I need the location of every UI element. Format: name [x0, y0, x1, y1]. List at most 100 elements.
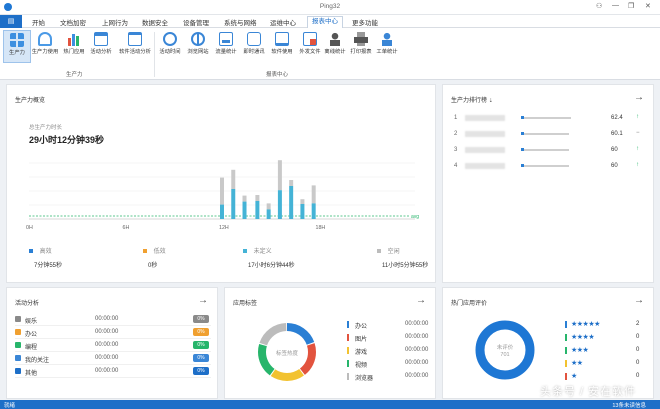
rank-number: 1: [454, 115, 458, 121]
more-arrow-icon[interactable]: →: [634, 92, 644, 103]
ribbon-activity-time-button[interactable]: 活动时间: [156, 30, 184, 55]
score-bar-marker: [521, 132, 524, 135]
tab-data-security[interactable]: 数据安全: [142, 20, 168, 27]
unread-messages-link[interactable]: 13条未读信息: [612, 403, 646, 409]
star-icon: [15, 355, 21, 361]
tag-color-bar: [347, 360, 349, 367]
account-icon[interactable]: ⚇: [596, 3, 603, 10]
activity-row[interactable]: 办公 00:00:00 0%: [15, 328, 211, 339]
send-file-icon: [303, 32, 317, 46]
more-arrow-icon[interactable]: →: [198, 295, 208, 306]
rating-row[interactable]: ★★ 0: [565, 360, 649, 370]
ribbon-traffic-stats-button[interactable]: 流量统计: [212, 30, 240, 55]
ribbon-ticket-stats-button[interactable]: 工单统计: [373, 30, 401, 55]
activity-percent-badge: 0%: [193, 354, 209, 362]
undefined-bar: [220, 204, 224, 219]
ribbon-browse-web-button[interactable]: 浏览网站: [184, 30, 212, 55]
sort-icon[interactable]: ⇣: [488, 98, 493, 104]
printer-icon: [354, 32, 368, 46]
calendar-icon: [94, 32, 108, 46]
undefined-bar: [311, 203, 316, 219]
app-menu-button[interactable]: ▤: [0, 15, 22, 28]
app-tag-row[interactable]: 游戏 00:00:00: [347, 347, 431, 357]
status-text: 就绪: [4, 403, 16, 409]
ribbon-label: 流量统计: [215, 49, 237, 55]
ticket-user-icon: [380, 32, 394, 46]
legend-swatch: [377, 249, 381, 253]
app-tag-row[interactable]: 办公 00:00:00: [347, 321, 431, 331]
ranking-row[interactable]: 1 62.4 ↑: [443, 113, 655, 123]
ribbon-outgoing-files-button[interactable]: 外发文件: [296, 30, 324, 55]
ribbon-software-activity-button[interactable]: 软件活动分析: [118, 30, 152, 55]
more-arrow-icon[interactable]: →: [634, 295, 644, 306]
tab-ops-center[interactable]: 运维中心: [270, 20, 296, 27]
ranking-title-text: 生产力排行榜: [451, 98, 488, 104]
score-bar-marker: [521, 148, 524, 151]
ribbon-print-report-button[interactable]: 打印报表: [347, 30, 375, 55]
ribbon: 生产力 生产力使用 热门应用 活动分析 软件活动分析 活动时间 浏览网站 流量统…: [0, 28, 660, 80]
activity-row[interactable]: 编程 00:00:00 0%: [15, 341, 211, 352]
rating-count: 0: [636, 360, 640, 366]
window-chart-icon: [128, 32, 142, 46]
rating-row[interactable]: ★★★★ 0: [565, 334, 649, 344]
donut-segment: [258, 323, 316, 381]
minimize-button[interactable]: —: [612, 2, 619, 9]
maximize-button[interactable]: ❐: [628, 3, 635, 10]
tab-start[interactable]: 开始: [32, 20, 45, 27]
activity-row[interactable]: 其他 00:00:00 0%: [15, 367, 211, 378]
ranking-row[interactable]: 3 60 ↑: [443, 145, 655, 155]
trend-icon: ↑: [636, 162, 639, 168]
tab-system-network[interactable]: 系统与网络: [224, 20, 257, 27]
tab-device-management[interactable]: 设备管理: [183, 20, 209, 27]
x-tick-label: 12H: [219, 225, 229, 231]
window-title: Ping32: [319, 3, 341, 10]
idle-bar: [255, 195, 260, 201]
blurred-name: [465, 163, 505, 169]
tab-more-features[interactable]: 更多功能: [352, 20, 378, 27]
more-arrow-icon[interactable]: →: [416, 295, 426, 306]
tab-doc-encryption[interactable]: 文档加密: [60, 20, 86, 27]
traffic-icon: [219, 32, 233, 46]
legend-item-idle: 空闲 11小时5分钟55秒: [377, 246, 428, 269]
ribbon-offline-stats-button[interactable]: 离线统计: [321, 30, 349, 55]
ranking-row[interactable]: 2 60.1 −: [443, 129, 655, 139]
ribbon-software-usage-button[interactable]: 软件使用: [268, 30, 296, 55]
rating-color-bar: [565, 373, 567, 380]
tag-label: 视频: [355, 363, 368, 369]
trend-icon: ↑: [636, 114, 639, 120]
app-tag-row[interactable]: 浏览器 00:00:00: [347, 373, 431, 383]
trend-icon: ↑: [636, 146, 639, 152]
score-bar: [521, 117, 571, 119]
ribbon-productivity-usage-button[interactable]: 生产力使用: [31, 30, 59, 55]
ranking-row[interactable]: 4 60 ↑: [443, 161, 655, 171]
rating-row[interactable]: ★ 0: [565, 373, 649, 383]
x-tick-label: 6H: [123, 225, 130, 231]
activity-row[interactable]: 娱乐 00:00:00 0%: [15, 315, 211, 326]
title-bar: Ping32 ⚇ — ❐ ✕: [0, 0, 660, 15]
ribbon-activity-analysis-button[interactable]: 活动分析: [87, 30, 115, 55]
ribbon-productivity-button[interactable]: 生产力: [3, 30, 31, 63]
legend-label: 空闲: [387, 249, 400, 255]
x-tick-label: 18H: [316, 225, 326, 231]
app-tags-panel: 应用标签 → 标签热度 办公 00:00:00 图片 00:00:00 游戏 00:00:…: [224, 287, 436, 399]
rating-row[interactable]: ★★★ 0: [565, 347, 649, 357]
tag-color-bar: [347, 373, 349, 380]
rating-row[interactable]: ★★★★★ 2: [565, 321, 649, 331]
chat-icon: [247, 32, 261, 46]
panel-title: 应用标签: [233, 301, 258, 307]
tab-web-behavior[interactable]: 上网行为: [102, 20, 128, 27]
idle-bar: [266, 203, 271, 210]
ribbon-instant-messaging-button[interactable]: 即时通讯: [240, 30, 268, 55]
tab-report-center[interactable]: 报表中心: [307, 16, 343, 28]
activity-row[interactable]: 我的关注 00:00:00 0%: [15, 354, 211, 365]
app-tag-row[interactable]: 图片 00:00:00: [347, 334, 431, 344]
blurred-name: [465, 131, 505, 137]
ribbon-hot-apps-button[interactable]: 热门应用: [60, 30, 88, 55]
tag-color-bar: [347, 347, 349, 354]
legend-swatch: [243, 249, 247, 253]
app-tag-row[interactable]: 视频 00:00:00: [347, 360, 431, 370]
panel-title: 热门应用评价: [451, 301, 488, 307]
close-button[interactable]: ✕: [645, 3, 651, 10]
undefined-bar: [300, 204, 305, 219]
tag-heat-donut-chart: [258, 323, 316, 381]
